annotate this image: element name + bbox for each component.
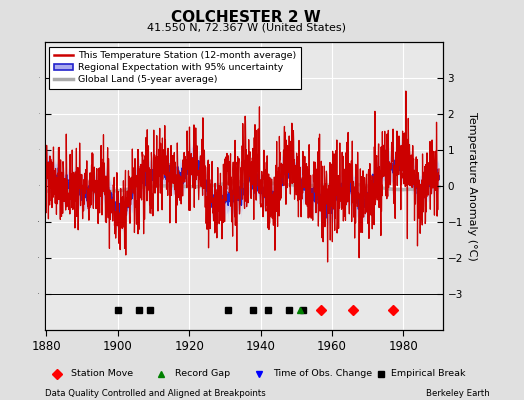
Text: Time of Obs. Change: Time of Obs. Change: [273, 370, 372, 378]
Y-axis label: Temperature Anomaly (°C): Temperature Anomaly (°C): [467, 112, 477, 260]
Text: Data Quality Controlled and Aligned at Breakpoints: Data Quality Controlled and Aligned at B…: [45, 389, 265, 398]
Legend: This Temperature Station (12-month average), Regional Expectation with 95% uncer: This Temperature Station (12-month avera…: [49, 47, 301, 89]
Text: 41.550 N, 72.367 W (United States): 41.550 N, 72.367 W (United States): [147, 22, 346, 32]
Text: Station Move: Station Move: [71, 370, 133, 378]
Text: COLCHESTER 2 W: COLCHESTER 2 W: [171, 10, 321, 25]
Text: Empirical Break: Empirical Break: [391, 370, 466, 378]
Text: Berkeley Earth: Berkeley Earth: [426, 389, 490, 398]
Text: Record Gap: Record Gap: [175, 370, 230, 378]
